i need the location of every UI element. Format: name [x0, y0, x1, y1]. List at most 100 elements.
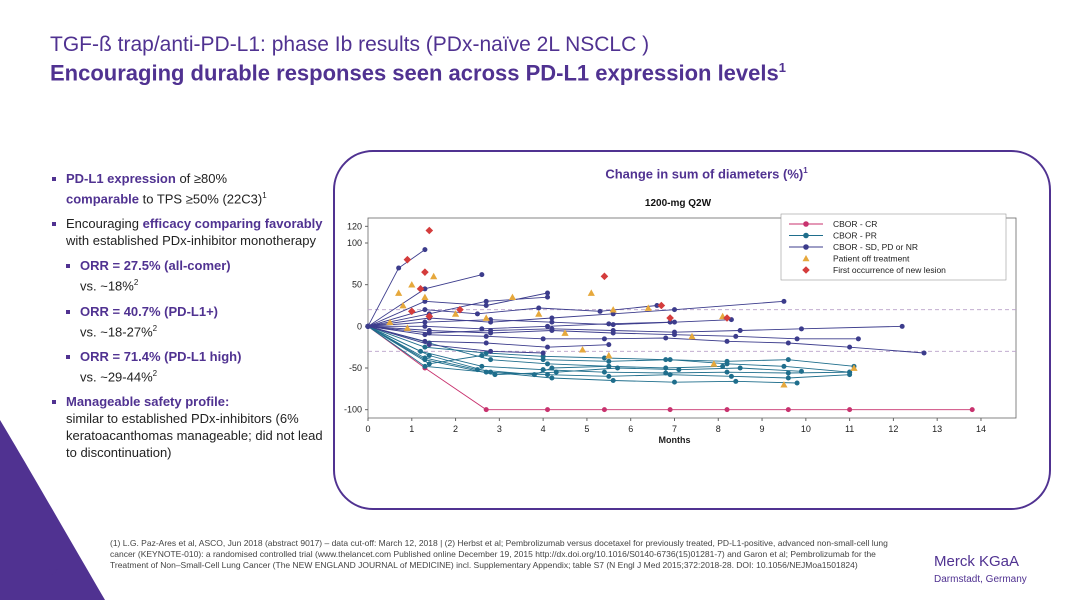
data-point [654, 303, 660, 308]
legend-marker [803, 244, 809, 250]
data-point [474, 311, 480, 317]
data-point [969, 407, 975, 413]
brand-location: Darmstadt, Germany [934, 574, 1027, 585]
series-line [367, 249, 426, 327]
series-line [367, 325, 802, 376]
data-point [549, 319, 555, 325]
bullet-list: PD-L1 expression of ≥80% comparable to T… [50, 170, 325, 469]
data-point [483, 303, 489, 308]
data-point [781, 298, 787, 304]
off-treatment-marker [850, 364, 858, 371]
data-point [545, 407, 551, 413]
data-point [488, 357, 494, 363]
data-point [606, 373, 612, 379]
legend-marker [803, 232, 809, 239]
data-point [798, 368, 804, 374]
bullet-orr-pdl1high: ORR = 71.4% (PD-L1 high) vs. ~29-44%2 [50, 348, 325, 385]
data-point [663, 357, 669, 363]
plot-area [367, 217, 1017, 419]
data-point [549, 365, 555, 371]
series-line [367, 305, 658, 327]
series-line [367, 325, 609, 376]
legend-label: Patient off treatment [833, 254, 910, 264]
data-point [365, 323, 371, 329]
data-point [671, 307, 677, 313]
y-tick-label: 120 [347, 221, 362, 231]
x-tick-label: 4 [541, 424, 546, 434]
brand-logo-text: Merck KGaA [934, 553, 1020, 570]
data-point [545, 372, 551, 378]
data-point [847, 369, 853, 375]
left-accent-shape [0, 420, 105, 600]
data-point [606, 342, 612, 348]
data-point [676, 367, 682, 373]
x-tick-label: 12 [888, 424, 898, 434]
data-point [396, 265, 402, 271]
y-tick-label: 0 [357, 321, 362, 331]
off-treatment-marker [482, 314, 490, 321]
off-treatment-marker [430, 272, 438, 280]
off-treatment-marker [578, 346, 587, 353]
data-point [737, 365, 743, 371]
data-point [545, 344, 551, 350]
data-point [488, 348, 494, 354]
data-point [610, 378, 616, 383]
data-point [921, 350, 927, 356]
data-point [601, 369, 607, 375]
x-axis-label: Months [658, 435, 690, 445]
data-point [488, 317, 494, 323]
y-tick-label: 100 [347, 238, 362, 248]
legend-marker [802, 255, 810, 262]
bullet-orr-allcomer: ORR = 27.5% (all-comer) vs. ~18%2 [50, 257, 325, 294]
off-treatment-marker [644, 304, 652, 311]
new-lesion-marker [600, 272, 609, 281]
off-treatment-marker [587, 289, 595, 296]
data-point [606, 363, 612, 369]
data-point [667, 319, 673, 325]
x-tick-label: 5 [584, 424, 589, 434]
data-point [422, 298, 428, 304]
data-point [422, 286, 428, 292]
data-point [422, 344, 428, 350]
data-point [483, 350, 489, 356]
data-point [724, 407, 730, 413]
x-tick-label: 14 [976, 424, 986, 434]
data-point [422, 363, 428, 369]
series-line [367, 325, 544, 354]
bullet-orr-pdl1pos: ORR = 40.7% (PD-L1+) vs. ~18-27%2 [50, 303, 325, 340]
data-point [610, 328, 616, 333]
data-point [488, 328, 494, 333]
data-point [426, 342, 432, 348]
new-lesion-marker [425, 312, 434, 321]
data-point [794, 336, 800, 342]
data-point [737, 328, 743, 333]
data-point [855, 336, 861, 342]
data-point [733, 378, 739, 384]
new-lesion-marker [425, 226, 434, 235]
x-tick-label: 13 [932, 424, 942, 434]
data-point [785, 407, 791, 413]
data-point [483, 298, 489, 304]
data-point [610, 322, 616, 328]
chart-subtitle: 1200-mg Q2W [645, 198, 712, 209]
data-point [483, 407, 489, 413]
data-point [781, 363, 787, 369]
data-point [601, 407, 607, 413]
x-tick-label: 1 [409, 424, 414, 434]
new-lesion-marker [666, 314, 674, 322]
data-point [597, 308, 603, 314]
data-point [536, 305, 542, 311]
off-treatment-marker [561, 329, 569, 336]
legend-label: CBOR - PR [833, 231, 877, 241]
data-point [671, 329, 677, 335]
data-point [728, 373, 734, 379]
data-point [545, 323, 551, 329]
x-tick-label: 7 [672, 424, 677, 434]
x-tick-label: 6 [628, 424, 633, 434]
off-treatment-marker [386, 318, 394, 326]
legend-label: CBOR - CR [833, 219, 877, 229]
new-lesion-marker [657, 301, 666, 310]
data-point [733, 333, 739, 339]
data-point [549, 326, 555, 332]
data-point [785, 357, 791, 363]
